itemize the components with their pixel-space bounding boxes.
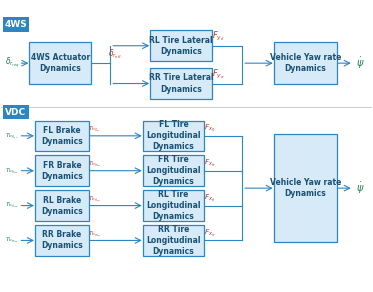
Text: FL Tire
Longitudinal
Dynamics: FL Tire Longitudinal Dynamics	[146, 120, 201, 152]
Text: $\delta_{r_{req}}$: $\delta_{r_{req}}$	[5, 56, 20, 70]
Text: FL Brake
Dynamics: FL Brake Dynamics	[41, 126, 83, 146]
Text: $T_{b_{rr_{eff}}}$: $T_{b_{rr_{eff}}}$	[88, 229, 102, 239]
FancyBboxPatch shape	[35, 155, 89, 186]
FancyBboxPatch shape	[274, 42, 337, 84]
Text: $T_{b_{fr_{req}}}$: $T_{b_{fr_{req}}}$	[5, 166, 19, 175]
Text: RR Brake
Dynamics: RR Brake Dynamics	[41, 230, 83, 251]
Text: FR Tire
Longitudinal
Dynamics: FR Tire Longitudinal Dynamics	[146, 155, 201, 186]
FancyBboxPatch shape	[143, 190, 204, 221]
Text: Vehicle Yaw rate
Dynamics: Vehicle Yaw rate Dynamics	[270, 53, 341, 73]
Text: $T_{b_{fl_{eff}}}$: $T_{b_{fl_{eff}}}$	[88, 124, 101, 134]
Text: $\delta_{r_{eff}}$: $\delta_{r_{eff}}$	[109, 47, 123, 61]
FancyBboxPatch shape	[3, 105, 29, 119]
Text: Vehicle Yaw rate
Dynamics: Vehicle Yaw rate Dynamics	[270, 178, 341, 198]
Text: 4WS: 4WS	[4, 20, 27, 29]
FancyBboxPatch shape	[150, 68, 211, 99]
Text: RL Tire Lateral
Dynamics: RL Tire Lateral Dynamics	[149, 36, 213, 56]
Text: $T_{b_{rl_{req}}}$: $T_{b_{rl_{req}}}$	[5, 201, 19, 211]
Text: 4WS Actuator
Dynamics: 4WS Actuator Dynamics	[31, 53, 90, 73]
Text: $\dot{\psi}$: $\dot{\psi}$	[355, 55, 364, 71]
Text: $T_{b_{rr_{req}}}$: $T_{b_{rr_{req}}}$	[5, 236, 19, 245]
Text: $T_{b_{fr_{eff}}}$: $T_{b_{fr_{eff}}}$	[88, 159, 101, 169]
Text: $F_{x_{fl}}$: $F_{x_{fl}}$	[204, 123, 215, 134]
Text: RL Brake
Dynamics: RL Brake Dynamics	[41, 196, 83, 215]
FancyBboxPatch shape	[35, 190, 89, 221]
FancyBboxPatch shape	[150, 30, 211, 61]
FancyBboxPatch shape	[35, 225, 89, 256]
FancyBboxPatch shape	[29, 42, 91, 84]
Text: $F_{x_{fr}}$: $F_{x_{fr}}$	[204, 158, 216, 169]
Text: RR Tire
Longitudinal
Dynamics: RR Tire Longitudinal Dynamics	[146, 225, 201, 256]
Text: $T_{b_{fl_{req}}}$: $T_{b_{fl_{req}}}$	[5, 131, 18, 141]
FancyBboxPatch shape	[143, 225, 204, 256]
FancyBboxPatch shape	[143, 155, 204, 186]
FancyBboxPatch shape	[143, 121, 204, 151]
Text: $F_{x_{rr}}$: $F_{x_{rr}}$	[204, 228, 216, 239]
Text: $T_{b_{rl_{eff}}}$: $T_{b_{rl_{eff}}}$	[88, 194, 101, 204]
Text: RR Tire Lateral
Dynamics: RR Tire Lateral Dynamics	[148, 74, 213, 93]
Text: $\dot{\psi}$: $\dot{\psi}$	[355, 180, 364, 196]
FancyBboxPatch shape	[3, 17, 29, 32]
Text: FR Brake
Dynamics: FR Brake Dynamics	[41, 161, 83, 181]
Text: $F_{x_{rl}}$: $F_{x_{rl}}$	[204, 193, 215, 204]
FancyBboxPatch shape	[274, 134, 337, 242]
Text: RL Tire
Longitudinal
Dynamics: RL Tire Longitudinal Dynamics	[146, 190, 201, 221]
FancyBboxPatch shape	[35, 121, 89, 151]
Text: $F_{y_{rr}}$: $F_{y_{rr}}$	[211, 68, 225, 81]
Text: VDC: VDC	[5, 108, 26, 117]
Text: $F_{y_{rl}}$: $F_{y_{rl}}$	[211, 30, 225, 44]
